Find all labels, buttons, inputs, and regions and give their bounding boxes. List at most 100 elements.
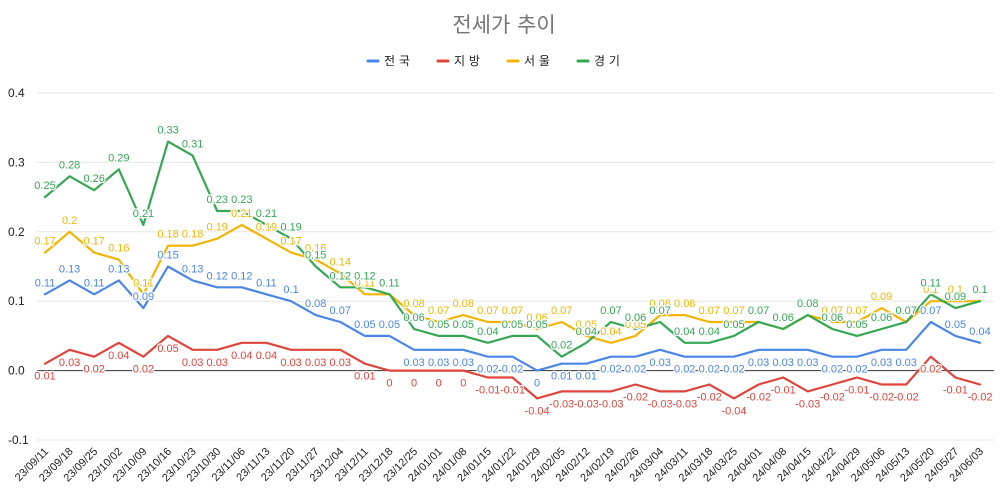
data-label: 0.02 xyxy=(502,364,523,376)
data-label: 0.1 xyxy=(948,284,963,296)
data-label: 0.17 xyxy=(34,236,55,248)
data-label: 0.13 xyxy=(182,263,203,275)
data-label: 0.07 xyxy=(330,305,351,317)
data-label: 0.12 xyxy=(207,270,228,282)
data-label: 0.07 xyxy=(895,305,916,317)
data-label: -0.01 xyxy=(943,385,968,397)
data-label: 0.15 xyxy=(157,250,178,262)
data-label: 0.06 xyxy=(403,312,424,324)
y-tick-label: 0.1 xyxy=(8,294,25,308)
data-label: -0.03 xyxy=(672,398,697,410)
data-label: 0.08 xyxy=(453,298,474,310)
data-label: 0.02 xyxy=(846,364,867,376)
series-line-서울 xyxy=(43,223,982,344)
data-label: 0.11 xyxy=(256,277,277,289)
data-label: -0.01 xyxy=(844,385,869,397)
data-label: -0.02 xyxy=(820,391,845,403)
data-label: 0.08 xyxy=(674,298,695,310)
data-label: 0.05 xyxy=(526,319,547,331)
data-labels: 0.110.130.110.130.090.150.130.12 0.120.11… xyxy=(33,123,994,418)
legend-item: 경 기 xyxy=(576,54,620,68)
data-label: -0.02 xyxy=(869,391,894,403)
data-label: 0.05 xyxy=(723,319,744,331)
data-label: 0.19 xyxy=(207,222,228,234)
data-label: -0.03 xyxy=(549,398,574,410)
data-label: 0.05 xyxy=(846,319,867,331)
data-label: 0.28 xyxy=(59,159,80,171)
data-label: 0.08 xyxy=(649,298,670,310)
data-label: 0.18 xyxy=(157,229,178,241)
data-label: 0.17 xyxy=(83,236,104,248)
data-label: 0.07 xyxy=(600,305,621,317)
y-tick-label: 0.4 xyxy=(8,86,25,100)
data-label: 0.03 xyxy=(772,357,793,369)
data-label: 0.02 xyxy=(551,340,572,352)
data-label: 0.21 xyxy=(256,208,277,220)
data-label: 0.05 xyxy=(354,319,375,331)
data-label: 0.02 xyxy=(674,364,695,376)
data-label: 0.05 xyxy=(576,319,597,331)
data-label: 0.02 xyxy=(699,364,720,376)
series-line-지방 xyxy=(43,334,982,400)
data-label: 0.09 xyxy=(945,291,966,303)
data-label: 0.33 xyxy=(157,125,178,137)
data-label: 0.07 xyxy=(723,305,744,317)
data-label: 0.03 xyxy=(280,357,301,369)
data-label: 0.06 xyxy=(772,312,793,324)
data-label: 0 xyxy=(386,378,392,390)
data-label: 0.23 xyxy=(207,194,228,206)
data-label: 0.02 xyxy=(625,364,646,376)
data-label: 0.31 xyxy=(182,138,203,150)
data-label: -0.02 xyxy=(697,391,722,403)
data-label: 0 xyxy=(436,378,442,390)
y-tick-label: 0.3 xyxy=(8,155,25,169)
data-label: 0.15 xyxy=(305,250,326,262)
data-label: 0.16 xyxy=(305,243,326,255)
data-label: 0.01 xyxy=(576,371,597,383)
data-label: 0.26 xyxy=(83,173,104,185)
data-label: -0.01 xyxy=(771,385,796,397)
data-label: 0 xyxy=(460,378,466,390)
data-label: 0.13 xyxy=(108,263,129,275)
data-label: 0.03 xyxy=(59,357,80,369)
data-label: 0.07 xyxy=(428,305,449,317)
data-label: -0.02 xyxy=(746,391,771,403)
series-line-전국 xyxy=(43,265,982,372)
data-label: 0.04 xyxy=(256,350,277,362)
data-label: 0.07 xyxy=(895,305,916,317)
data-label: -0.02 xyxy=(967,391,992,403)
data-label: 0.07 xyxy=(699,305,720,317)
data-label: 0.07 xyxy=(502,305,523,317)
data-label: 0.1 xyxy=(972,284,987,296)
data-label: 0.06 xyxy=(871,312,892,324)
gridlines xyxy=(37,92,994,441)
data-label: 0.05 xyxy=(453,319,474,331)
data-label: 0.04 xyxy=(969,326,990,338)
data-label: 0.12 xyxy=(231,270,252,282)
data-label: 0.05 xyxy=(945,319,966,331)
data-label: 0.04 xyxy=(600,326,621,338)
data-label: 0.01 xyxy=(34,371,55,383)
data-label: -0.01 xyxy=(475,385,500,397)
data-label: 0.07 xyxy=(551,305,572,317)
legend-label: 지 방 xyxy=(454,54,480,68)
data-label: 0.19 xyxy=(256,222,277,234)
data-label: 0.03 xyxy=(453,357,474,369)
data-label: -0.01 xyxy=(500,385,525,397)
data-label: 0.07 xyxy=(649,305,670,317)
data-label: 0.19 xyxy=(280,222,301,234)
data-label: 0.03 xyxy=(207,357,228,369)
data-label: 0.06 xyxy=(822,312,843,324)
data-label: 0.09 xyxy=(133,291,154,303)
data-label: 0.25 xyxy=(34,180,55,192)
x-axis: 23/09/1123/09/1823/09/2523/10/0223/10/09… xyxy=(13,446,986,485)
data-label: 0.02 xyxy=(83,364,104,376)
data-label: 0.03 xyxy=(428,357,449,369)
data-label: 0.2 xyxy=(62,215,77,227)
data-label: 0.02 xyxy=(600,364,621,376)
data-label: 0.04 xyxy=(674,326,695,338)
data-label: 0.03 xyxy=(330,357,351,369)
chart-title: 전세가 추이 xyxy=(452,13,555,37)
data-label: 0.08 xyxy=(797,298,818,310)
